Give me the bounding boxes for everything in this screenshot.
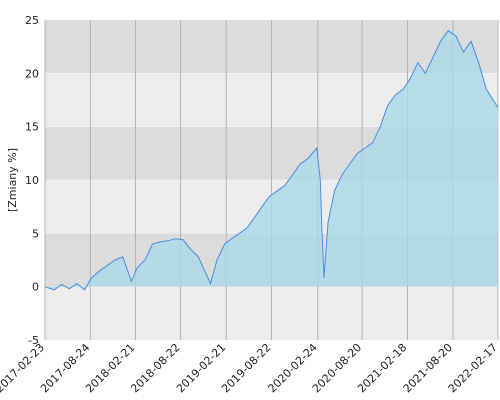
- y-axis-label: [Zmiany %]: [6, 148, 19, 212]
- y-tick-label: 5: [32, 227, 39, 240]
- y-tick-label: 20: [25, 67, 39, 80]
- y-tick-label: 25: [25, 14, 39, 27]
- y-tick-label: -5: [28, 334, 39, 347]
- y-tick-label: 10: [25, 174, 39, 187]
- y-tick-label: 15: [25, 121, 39, 134]
- area-fill: [45, 30, 498, 290]
- line: [44, 30, 499, 291]
- y-tick-label: 0: [32, 281, 39, 294]
